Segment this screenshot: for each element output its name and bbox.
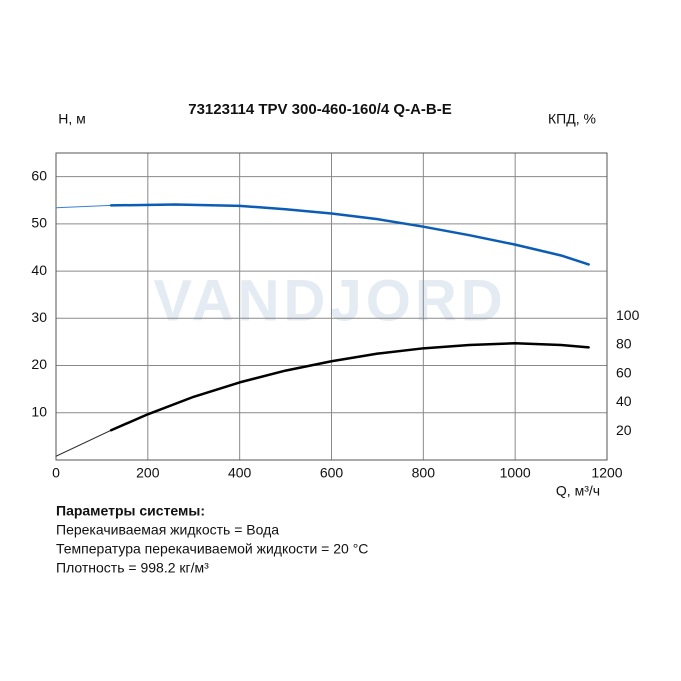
x-tick-label: 1000 bbox=[500, 465, 531, 481]
y2-tick-label: 20 bbox=[616, 422, 632, 438]
x-tick-label: 800 bbox=[412, 465, 436, 481]
x-tick-label: 400 bbox=[228, 465, 252, 481]
series-line bbox=[109, 203, 590, 266]
plot-frame bbox=[55, 152, 608, 461]
x-tick-label: 600 bbox=[320, 465, 344, 481]
parameter-line: Температура перекачиваемой жидкости = 20… bbox=[56, 541, 368, 557]
parameter-line: Перекачиваемая жидкость = Вода bbox=[56, 522, 279, 538]
y-tick-label: 60 bbox=[31, 167, 47, 183]
watermark: VANDJORD bbox=[153, 268, 506, 333]
series-line bbox=[109, 342, 590, 432]
parameter-line: Плотность = 998.2 кг/м³ bbox=[56, 560, 209, 576]
x-tick-label: 1200 bbox=[591, 465, 622, 481]
y-tick-label: 20 bbox=[31, 356, 47, 372]
y-tick-label: 10 bbox=[31, 403, 47, 419]
series-line bbox=[55, 429, 112, 457]
x-axis-label: Q, м³/ч bbox=[556, 483, 600, 499]
parameters-title: Параметры системы: bbox=[56, 503, 205, 519]
y-tick-label: 40 bbox=[31, 262, 47, 278]
y2-tick-label: 100 bbox=[616, 307, 640, 323]
y-tick-label: 50 bbox=[31, 215, 47, 231]
y2-tick-label: 40 bbox=[616, 393, 632, 409]
x-tick-label: 200 bbox=[136, 465, 160, 481]
y2-tick-label: 80 bbox=[616, 336, 632, 352]
y-tick-label: 30 bbox=[31, 309, 47, 325]
series-line bbox=[55, 204, 112, 209]
chart-title: 73123114 TPV 300-460-160/4 Q-A-B-E bbox=[188, 101, 452, 118]
y2-axis-label: КПД, % bbox=[548, 111, 596, 127]
x-tick-label: 0 bbox=[52, 465, 60, 481]
y-axis-label: H, м bbox=[58, 111, 86, 127]
y2-tick-label: 60 bbox=[616, 364, 632, 380]
